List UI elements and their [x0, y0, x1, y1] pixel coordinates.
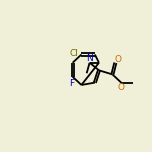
Text: Cl: Cl — [69, 49, 78, 58]
Text: F: F — [69, 79, 74, 88]
Text: N: N — [86, 54, 93, 63]
Text: O: O — [118, 83, 125, 92]
Text: O: O — [115, 55, 122, 64]
